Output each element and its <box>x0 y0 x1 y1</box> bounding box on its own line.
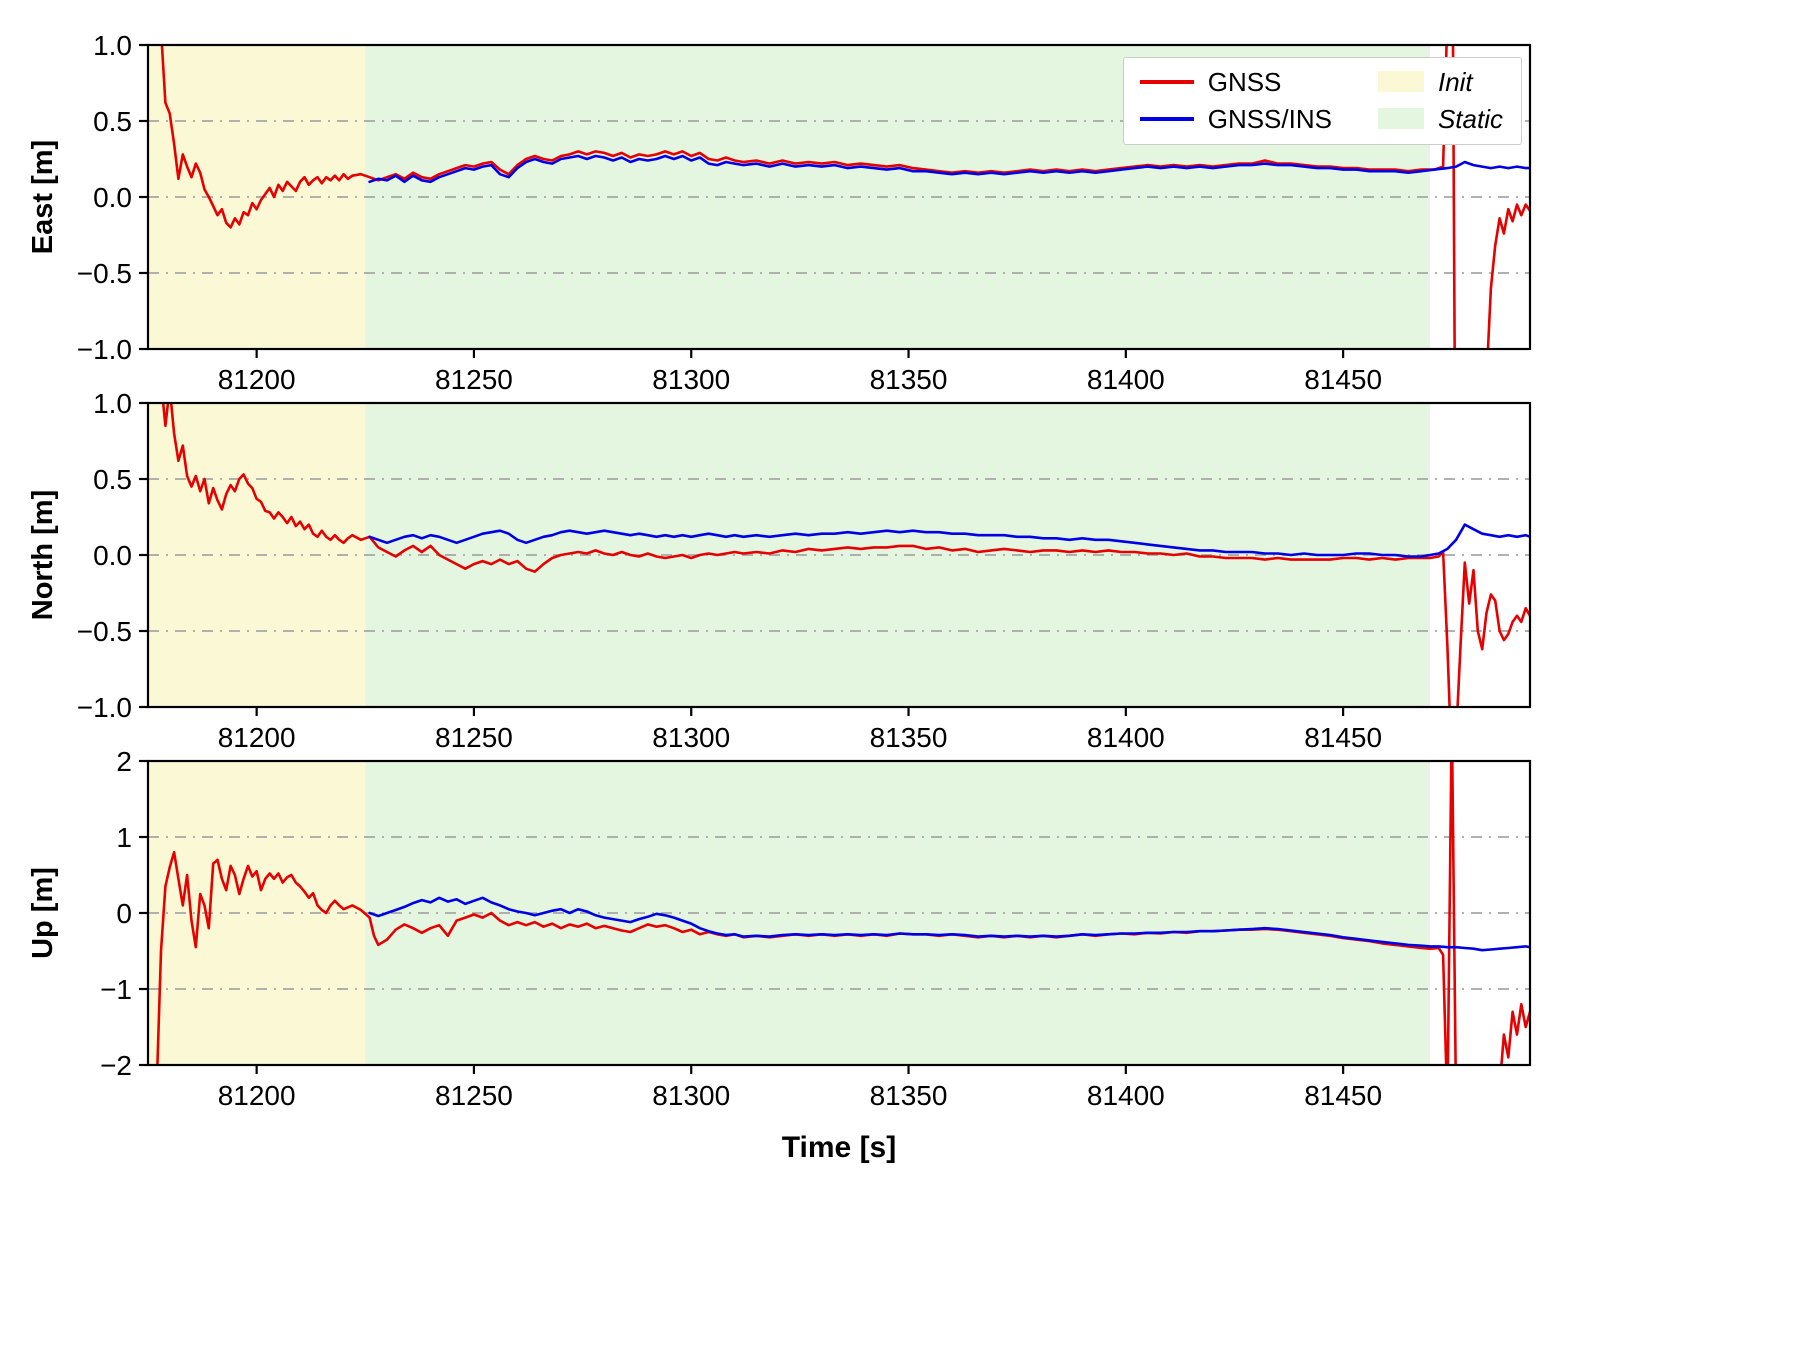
x-tick-label: 81350 <box>870 722 948 753</box>
x-tick-label: 81250 <box>435 364 513 395</box>
y-tick-label: −0.5 <box>77 616 132 647</box>
legend-label-gnss: GNSS <box>1207 66 1282 97</box>
y-axis-title-up: Up [m] <box>27 867 59 959</box>
y-axis-title-north: North [m] <box>27 490 59 620</box>
y-axis-title-east: East [m] <box>27 140 59 254</box>
x-tick-label: 81450 <box>1304 722 1382 753</box>
x-tick-label: 81300 <box>652 722 730 753</box>
gnss-line-swatch <box>1139 79 1194 84</box>
gnss-ins-line <box>368 896 1530 952</box>
legend-label-gnss-ins: GNSS/INS <box>1207 103 1332 134</box>
y-tick-label: 0 <box>116 898 132 929</box>
legend-item-init: Init <box>1377 66 1503 97</box>
x-tick-label: 81250 <box>435 1080 513 1111</box>
y-tick-label: −1 <box>100 974 132 1005</box>
x-tick-label: 81400 <box>1087 1080 1165 1111</box>
x-tick-label: 81350 <box>870 1080 948 1111</box>
x-tick-label: 81250 <box>435 722 513 753</box>
legend-label-init: Init <box>1437 66 1473 97</box>
x-tick-label: 81450 <box>1304 1080 1382 1111</box>
x-tick-label: 81350 <box>870 364 948 395</box>
y-tick-label: 0.0 <box>93 540 132 571</box>
y-tick-label: 0.5 <box>93 464 132 495</box>
y-tick-label: 1.0 <box>93 388 132 419</box>
gnss-ins-line <box>368 154 1530 184</box>
legend: GNSS GNSS/INS Init Static <box>1122 57 1522 145</box>
x-axis-title: Time [s] <box>782 1131 896 1164</box>
x-tick-label: 81400 <box>1087 364 1165 395</box>
y-tick-label: 0.0 <box>93 182 132 213</box>
x-tick-label: 81200 <box>218 364 296 395</box>
init-patch-swatch <box>1377 71 1424 92</box>
static-region <box>365 403 1431 707</box>
y-tick-label: −1.0 <box>77 334 132 365</box>
subplot-up: −2 −1 0 1 2 81200 81250 81300 81350 81400 81450 Up … <box>27 746 1532 1111</box>
legend-item-gnss-ins: GNSS/INS <box>1139 103 1332 134</box>
gnss-line <box>160 45 1530 349</box>
gnss-ins-line <box>368 523 1530 558</box>
gnss-line <box>161 403 1530 707</box>
y-tick-label: 1 <box>116 822 132 853</box>
y-tick-label: −0.5 <box>77 258 132 289</box>
x-tick-label: 81300 <box>652 1080 730 1111</box>
legend-item-gnss: GNSS <box>1139 66 1332 97</box>
y-tick-label: 0.5 <box>93 106 132 137</box>
x-tick-label: 81200 <box>218 1080 296 1111</box>
x-tick-label: 81200 <box>218 722 296 753</box>
gnss-ins-line-swatch <box>1139 116 1194 121</box>
static-patch-swatch <box>1377 108 1424 129</box>
x-tick-label: 81300 <box>652 364 730 395</box>
legend-item-static: Static <box>1377 103 1503 134</box>
y-tick-label: 2 <box>116 746 132 777</box>
x-tick-label: 81450 <box>1304 364 1382 395</box>
y-tick-label: −2 <box>100 1050 132 1081</box>
y-tick-label: 1.0 <box>93 30 132 61</box>
x-tick-label: 81400 <box>1087 722 1165 753</box>
y-tick-label: −1.0 <box>77 692 132 723</box>
subplot-north: −1.0 −0.5 0.0 0.5 1.0 81200 81250 81300 81350 814… <box>27 388 1532 753</box>
legend-label-static: Static <box>1437 103 1503 134</box>
